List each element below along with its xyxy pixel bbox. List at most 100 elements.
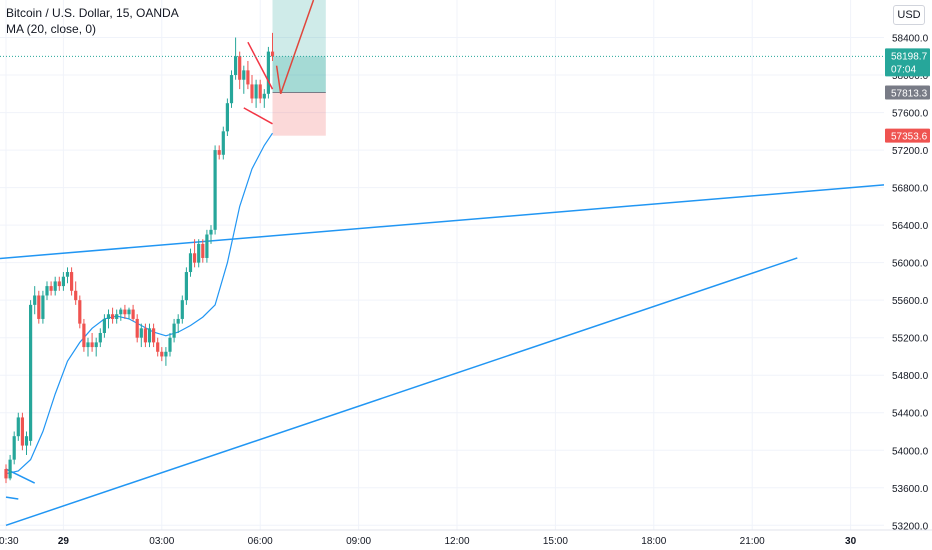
candle-body (238, 56, 242, 80)
candle-body (111, 314, 115, 319)
drawing-overlays[interactable] (243, 0, 315, 125)
last-price-tag (885, 48, 930, 77)
candle-body (160, 351, 164, 357)
candle-body (176, 318, 180, 324)
bull-flag-line (243, 107, 273, 125)
stop-zone (272, 92, 326, 136)
long-position-tool[interactable] (272, 0, 326, 136)
candle-body (115, 314, 119, 319)
price-tick-label: 53600.0 (892, 484, 929, 495)
candle-body (20, 417, 24, 446)
candle-body (37, 295, 41, 319)
candle-body (258, 84, 262, 99)
price-tick-label: 56000.0 (892, 259, 929, 270)
price-tick-label: 56800.0 (892, 184, 929, 195)
candle-body (70, 272, 74, 291)
candle-body (135, 318, 139, 338)
candle-body (229, 75, 234, 104)
candle-body (143, 328, 147, 343)
last-price-value: 58198.7 (891, 51, 928, 62)
price-tick-label: 54800.0 (892, 371, 929, 382)
price-tick-label: 53200.0 (892, 521, 929, 532)
candle-body (33, 295, 37, 305)
candle-body (172, 323, 176, 338)
candlesticks (4, 32, 275, 484)
currency-button[interactable]: USD (893, 5, 925, 25)
projection-arrow (275, 0, 315, 95)
price-tick-label: 58000.0 (892, 71, 929, 82)
price-axis[interactable]: 53200.0 53600.0 54000.0 54400.0 54800.0 55200… (884, 0, 932, 550)
price-axis-bg (884, 0, 932, 550)
price-tick-label: 55600.0 (892, 296, 929, 307)
time-axis-bg (0, 530, 932, 550)
candle-body (139, 328, 143, 338)
price-tick-label: 57600.0 (892, 109, 929, 120)
time-tick-label: 30 (845, 536, 857, 547)
candle-body (225, 103, 229, 132)
candle-body (29, 304, 33, 441)
grid (0, 0, 884, 530)
time-tick-label: 03:00 (149, 536, 174, 547)
target-zone (272, 0, 326, 93)
candle-body (221, 131, 225, 155)
candle-body (217, 150, 221, 155)
candle-body (102, 318, 106, 334)
candle-body (168, 337, 172, 352)
time-axis[interactable]: 20:30 29 03:00 06:00 09:00 12:00 15:00 18:00 21:… (0, 529, 932, 550)
candle-body (234, 56, 238, 76)
candle-body (65, 272, 70, 277)
time-tick-label: 21:00 (740, 536, 765, 547)
candle-body (266, 51, 270, 94)
candle-body (90, 342, 94, 348)
price-tick-label: 55200.0 (892, 334, 929, 345)
candle-body (78, 300, 82, 324)
time-tick-label: 12:00 (444, 536, 469, 547)
candle-body (8, 459, 12, 479)
candle-body (164, 351, 168, 357)
candle-body (156, 342, 160, 352)
price-tick-label: 56400.0 (892, 221, 929, 232)
candle-body (188, 253, 193, 273)
candle-body (270, 51, 275, 57)
candle-body (106, 314, 111, 319)
trendlines[interactable] (0, 184, 885, 527)
chart-legend: Bitcoin / U.S. Dollar, 15, OANDA MA (20,… (6, 5, 179, 37)
candle-body (213, 150, 217, 230)
time-tick-label: 18:00 (641, 536, 666, 547)
candle-body (49, 286, 53, 291)
candle-body (242, 70, 246, 80)
time-tick-label: 20:30 (0, 536, 19, 547)
candle-body (94, 342, 98, 348)
candle-body (246, 70, 250, 85)
candle-body (123, 309, 127, 315)
moving-average-line (5, 132, 273, 475)
time-tick-label: 29 (58, 536, 70, 547)
bull-flag-line (247, 41, 274, 90)
open-profit-zone (272, 56, 326, 93)
candle-body (98, 333, 102, 343)
entry-price-tag (885, 85, 930, 100)
candle-body (184, 272, 188, 301)
indicator-label[interactable]: MA (20, close, 0) (6, 22, 97, 36)
candle-body (147, 328, 152, 343)
candle-body (254, 84, 258, 99)
symbol-title[interactable]: Bitcoin / U.S. Dollar, 15, OANDA (6, 6, 179, 20)
candle-body (201, 243, 205, 258)
price-tick-label: 54400.0 (892, 409, 929, 420)
price-tick-label: 58400.0 (892, 34, 929, 45)
candle-body (24, 436, 29, 446)
time-tick-label: 15:00 (543, 536, 568, 547)
candle-body (205, 234, 209, 258)
stop-price-tag (885, 128, 930, 143)
candle-body (197, 243, 201, 263)
candle-body (4, 469, 8, 479)
price-tick-label: 54000.0 (892, 446, 929, 457)
candle-body (74, 290, 78, 301)
candle-body (209, 229, 213, 235)
candle-body (12, 436, 16, 460)
trendline (5, 496, 19, 500)
candle-body (262, 93, 266, 99)
candle-body (180, 300, 184, 319)
candle-body (250, 84, 254, 99)
